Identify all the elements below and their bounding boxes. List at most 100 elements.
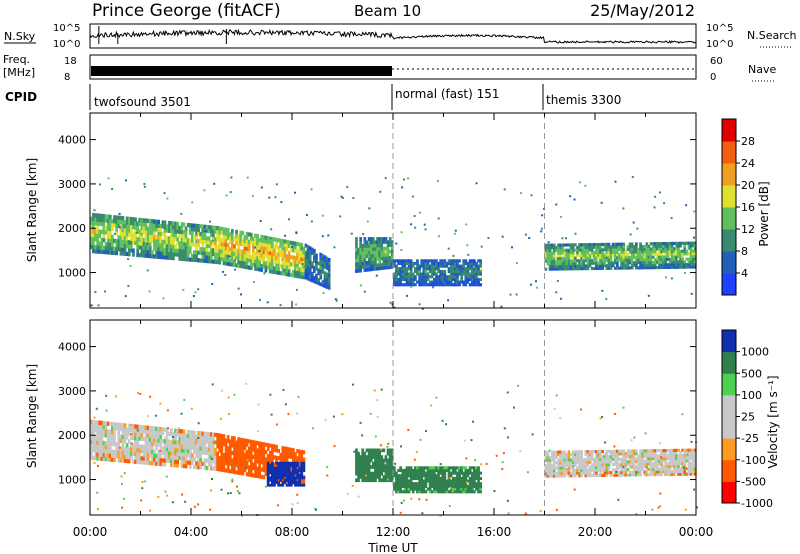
data-cell xyxy=(620,449,623,453)
data-cell xyxy=(441,466,445,470)
data-cell xyxy=(462,261,466,265)
data-cell xyxy=(249,454,253,459)
data-cell xyxy=(399,482,402,486)
data-cell xyxy=(393,484,396,488)
data-cell xyxy=(249,254,253,259)
data-cell xyxy=(435,280,438,284)
data-cell xyxy=(416,490,419,494)
data-cell xyxy=(372,478,375,483)
data-cell xyxy=(552,463,556,467)
data-cell xyxy=(281,257,285,262)
data-cell xyxy=(571,471,575,475)
data-cell xyxy=(403,474,407,478)
data-cell xyxy=(561,461,564,465)
data-cell xyxy=(365,455,369,459)
data-cell xyxy=(327,276,331,281)
data-cell xyxy=(679,456,682,460)
data-cell xyxy=(672,454,676,458)
data-cell xyxy=(677,467,680,471)
data-cell xyxy=(441,474,445,478)
data-cell xyxy=(561,243,564,247)
data-cell xyxy=(296,464,299,468)
data-cell xyxy=(92,447,95,453)
data-cell xyxy=(172,436,175,441)
data-cell xyxy=(287,254,291,259)
data-cell xyxy=(597,468,600,472)
scatter-cell xyxy=(684,242,687,245)
data-cell xyxy=(601,460,604,464)
data-cell xyxy=(275,252,278,257)
scatter-cell xyxy=(280,201,283,203)
data-cell xyxy=(555,256,558,260)
data-cell xyxy=(201,258,205,263)
data-cell xyxy=(178,233,182,238)
data-cell xyxy=(287,471,291,475)
data-cell xyxy=(479,264,482,268)
data-cell xyxy=(182,233,186,239)
data-cell xyxy=(161,224,165,229)
data-cell xyxy=(470,261,474,265)
data-cell xyxy=(281,249,285,254)
data-cell xyxy=(245,464,249,469)
data-cell xyxy=(302,469,306,472)
data-cell xyxy=(550,453,554,457)
data-cell xyxy=(563,262,567,266)
scatter-cell xyxy=(227,396,230,399)
data-cell xyxy=(214,451,217,456)
data-cell xyxy=(624,460,628,464)
data-cell xyxy=(115,442,118,447)
data-cell xyxy=(321,283,325,287)
data-cell xyxy=(582,468,586,472)
data-cell xyxy=(123,224,127,229)
scatter-cell xyxy=(419,211,422,214)
data-cell xyxy=(191,457,194,462)
scatter-cell xyxy=(334,298,337,301)
scatter-cell xyxy=(221,270,224,273)
data-cell xyxy=(624,473,628,477)
data-cell xyxy=(207,240,211,245)
data-cell xyxy=(176,463,179,468)
data-cell xyxy=(155,457,158,462)
data-cell xyxy=(580,259,583,263)
data-cell xyxy=(239,471,243,476)
data-cell xyxy=(102,440,106,446)
scatter-cell xyxy=(346,185,349,188)
scatter-cell xyxy=(276,504,279,507)
data-cell xyxy=(283,469,287,472)
data-cell xyxy=(167,443,171,448)
data-cell xyxy=(151,437,154,443)
data-cell xyxy=(649,247,653,251)
data-cell xyxy=(197,438,200,443)
data-cell xyxy=(433,267,436,271)
data-cell xyxy=(675,454,678,458)
data-cell xyxy=(464,267,468,271)
data-cell xyxy=(315,263,318,268)
data-cell xyxy=(611,264,615,268)
data-cell xyxy=(151,250,154,255)
data-cell xyxy=(451,482,455,486)
data-cell xyxy=(647,454,651,458)
data-cell xyxy=(367,243,371,248)
data-cell xyxy=(222,238,226,243)
data-cell xyxy=(437,280,440,284)
data-cell xyxy=(628,452,632,456)
data-cell xyxy=(144,437,148,442)
data-cell xyxy=(252,247,255,252)
data-cell xyxy=(214,459,217,464)
data-cell xyxy=(184,238,188,243)
data-cell xyxy=(224,438,228,443)
data-cell xyxy=(563,248,567,252)
data-cell xyxy=(473,466,476,470)
data-cell xyxy=(616,261,619,265)
data-cell xyxy=(456,264,459,268)
data-cell xyxy=(228,446,232,451)
data-cell xyxy=(275,444,278,449)
data-cell xyxy=(635,253,638,257)
data-cell xyxy=(296,274,299,279)
data-cell xyxy=(466,272,470,276)
data-cell xyxy=(281,471,285,475)
data-cell xyxy=(90,431,93,437)
data-cell xyxy=(475,269,478,273)
data-cell xyxy=(664,470,668,474)
data-cell xyxy=(90,240,93,245)
